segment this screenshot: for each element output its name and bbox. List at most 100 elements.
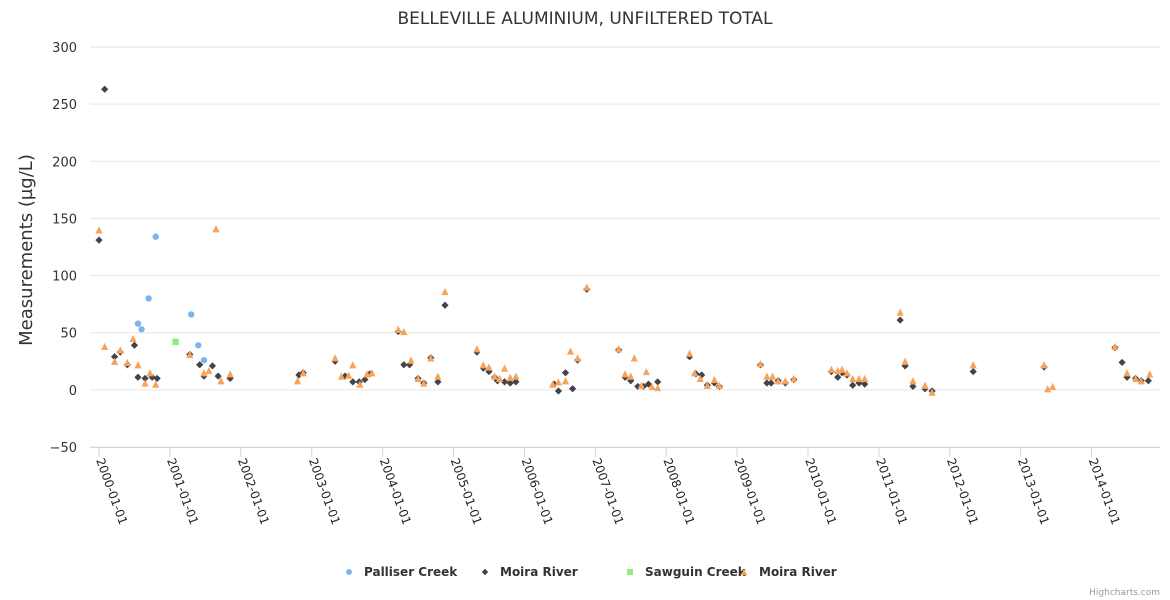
- data-point[interactable]: [172, 338, 179, 346]
- data-point[interactable]: [152, 233, 159, 240]
- data-point[interactable]: [134, 373, 142, 381]
- data-point[interactable]: [473, 345, 481, 353]
- data-point[interactable]: [861, 380, 869, 388]
- data-point[interactable]: [843, 369, 851, 377]
- data-point[interactable]: [644, 380, 653, 388]
- data-point[interactable]: [781, 377, 789, 385]
- data-point[interactable]: [506, 379, 514, 387]
- data-point[interactable]: [506, 373, 514, 381]
- data-point[interactable]: [152, 380, 160, 388]
- data-point[interactable]: [491, 372, 499, 380]
- data-point[interactable]: [566, 347, 575, 355]
- data-point[interactable]: [901, 357, 909, 365]
- data-point[interactable]: [200, 356, 208, 364]
- data-point[interactable]: [196, 361, 204, 369]
- data-point[interactable]: [95, 226, 103, 234]
- data-point[interactable]: [141, 379, 149, 387]
- data-point[interactable]: [186, 350, 194, 359]
- data-point[interactable]: [101, 85, 109, 93]
- data-point[interactable]: [654, 378, 662, 386]
- data-point[interactable]: [400, 327, 408, 336]
- data-point[interactable]: [703, 381, 711, 389]
- data-point[interactable]: [790, 374, 798, 383]
- data-point[interactable]: [768, 372, 777, 380]
- data-point[interactable]: [1123, 369, 1131, 377]
- data-point[interactable]: [969, 367, 977, 376]
- legend-label[interactable]: Sawguin Creek: [645, 565, 747, 579]
- data-point[interactable]: [834, 373, 842, 381]
- data-point[interactable]: [827, 365, 835, 373]
- data-point[interactable]: [627, 372, 635, 380]
- data-point[interactable]: [134, 361, 142, 369]
- data-point[interactable]: [95, 236, 103, 244]
- data-point[interactable]: [145, 295, 152, 302]
- data-point[interactable]: [141, 374, 149, 383]
- data-point[interactable]: [500, 378, 509, 386]
- legend-label[interactable]: Moira River: [759, 565, 837, 579]
- data-point[interactable]: [690, 369, 699, 377]
- data-point[interactable]: [344, 371, 353, 379]
- data-point[interactable]: [349, 361, 357, 369]
- data-point[interactable]: [293, 377, 302, 385]
- legend-symbol[interactable]: [481, 568, 489, 576]
- data-point[interactable]: [630, 354, 638, 362]
- data-point[interactable]: [331, 354, 339, 362]
- data-point[interactable]: [654, 383, 662, 392]
- data-point[interactable]: [710, 375, 719, 384]
- credits-link[interactable]: Highcharts.com: [1089, 588, 1160, 598]
- data-point[interactable]: [1040, 361, 1048, 369]
- data-point[interactable]: [420, 379, 428, 387]
- data-point[interactable]: [634, 382, 642, 391]
- data-point[interactable]: [146, 369, 154, 377]
- data-point[interactable]: [1131, 374, 1140, 383]
- data-point[interactable]: [368, 369, 376, 377]
- data-point[interactable]: [200, 369, 208, 377]
- data-point[interactable]: [554, 387, 563, 395]
- data-point[interactable]: [561, 377, 570, 385]
- legend-item[interactable]: Moira River: [481, 565, 578, 579]
- data-point[interactable]: [1044, 385, 1052, 393]
- data-point[interactable]: [434, 378, 442, 386]
- data-point[interactable]: [299, 369, 307, 377]
- data-point[interactable]: [1049, 382, 1057, 391]
- data-point[interactable]: [756, 359, 765, 368]
- data-point[interactable]: [648, 382, 656, 391]
- data-point[interactable]: [569, 385, 577, 393]
- data-point[interactable]: [337, 372, 346, 380]
- data-point[interactable]: [1137, 377, 1145, 385]
- data-point[interactable]: [129, 334, 137, 343]
- data-point[interactable]: [621, 370, 629, 378]
- data-point[interactable]: [715, 381, 723, 389]
- data-point[interactable]: [573, 354, 582, 362]
- data-point[interactable]: [153, 374, 161, 383]
- legend-symbol[interactable]: [346, 569, 352, 575]
- data-point[interactable]: [512, 372, 520, 380]
- data-point[interactable]: [208, 362, 217, 370]
- data-point[interactable]: [495, 374, 504, 383]
- data-point[interactable]: [549, 380, 557, 388]
- data-point[interactable]: [485, 363, 493, 371]
- legend-item[interactable]: Moira River: [740, 565, 837, 579]
- data-point[interactable]: [441, 301, 449, 309]
- data-point[interactable]: [441, 287, 449, 296]
- data-point[interactable]: [226, 370, 234, 378]
- data-point[interactable]: [187, 311, 195, 318]
- data-point[interactable]: [554, 378, 563, 386]
- data-point[interactable]: [214, 372, 222, 380]
- data-point[interactable]: [134, 320, 142, 327]
- data-point[interactable]: [901, 362, 909, 370]
- data-point[interactable]: [394, 325, 402, 333]
- data-point[interactable]: [212, 225, 220, 233]
- data-point[interactable]: [195, 342, 202, 349]
- legend-item[interactable]: Sawguin Creek: [627, 565, 747, 579]
- data-point[interactable]: [838, 365, 846, 373]
- data-point[interactable]: [637, 381, 645, 389]
- data-point[interactable]: [698, 371, 706, 379]
- data-point[interactable]: [896, 308, 904, 316]
- data-point[interactable]: [909, 377, 917, 385]
- data-point[interactable]: [909, 382, 917, 391]
- data-point[interactable]: [861, 374, 869, 383]
- data-point[interactable]: [130, 341, 139, 349]
- data-point[interactable]: [763, 372, 771, 380]
- data-point[interactable]: [512, 378, 520, 386]
